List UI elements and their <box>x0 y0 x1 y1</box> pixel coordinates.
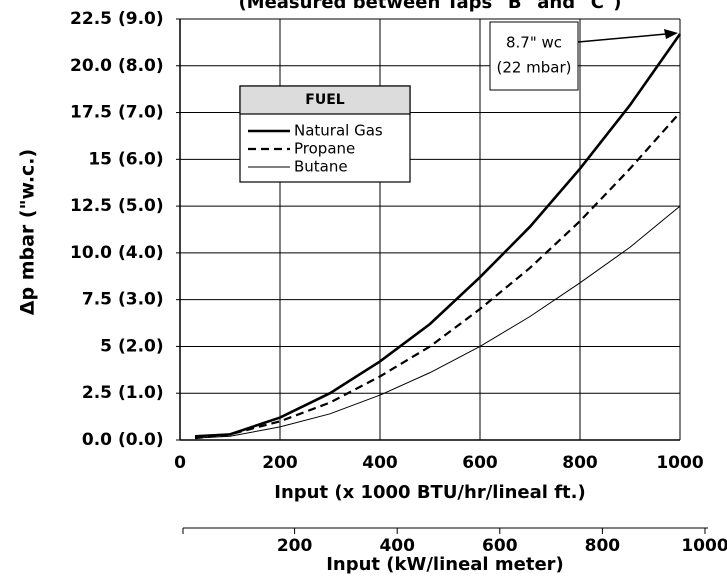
x-tick-label: 600 <box>462 453 498 473</box>
x2-axis-label: Input (kW/lineal meter) <box>326 554 564 575</box>
x-axis-label: Input (x 1000 BTU/hr/lineal ft.) <box>274 482 585 503</box>
annotation-text: (22 mbar) <box>496 59 571 77</box>
y-tick-label: 20.0 <box>70 56 112 76</box>
y-tick-label: 12.5 <box>70 196 112 216</box>
y-tick-label: 17.5 <box>70 103 112 123</box>
x-tick-label: 400 <box>362 453 398 473</box>
y2-tick-label: (8.0) <box>118 56 164 76</box>
y2-tick-label: (7.0) <box>118 103 164 123</box>
y2-tick-label: (3.0) <box>118 290 164 310</box>
legend-title: FUEL <box>305 92 344 108</box>
y-tick-label: 10.0 <box>70 243 112 263</box>
y-axis-label: Δp mbar ("w.c.) <box>17 149 39 315</box>
legend-label: Natural Gas <box>294 122 383 140</box>
y2-tick-label: (6.0) <box>118 149 164 169</box>
legend-header <box>239 85 411 115</box>
series-line <box>194 33 682 438</box>
x-tick-label: 0 <box>174 453 186 473</box>
y-tick-label: 5 <box>100 336 112 356</box>
annotation-arrowhead <box>664 29 678 39</box>
y-tick-label: 2.5 <box>82 383 112 403</box>
chart-title: (Measured between Taps "B" and "C") <box>238 0 621 13</box>
x-tick-label: 1000 <box>656 453 703 473</box>
annotation-text: 8.7" wc <box>506 34 562 52</box>
y2-tick-label: (2.0) <box>118 336 164 356</box>
y2-tick-label: (9.0) <box>118 9 164 29</box>
series-line <box>194 111 681 440</box>
y-tick-label: 7.5 <box>82 290 112 310</box>
x2-tick-label: 600 <box>482 536 518 556</box>
y2-tick-label: (4.0) <box>118 243 164 263</box>
y2-tick-label: (5.0) <box>118 196 164 216</box>
legend-label: Butane <box>294 158 348 176</box>
annotation-box <box>489 21 579 91</box>
x2-tick-label: 200 <box>277 536 313 556</box>
x2-tick-label: 400 <box>379 536 415 556</box>
legend-label: Propane <box>294 140 355 158</box>
series-line <box>194 205 681 439</box>
x2-tick-label: 800 <box>585 536 621 556</box>
x-tick-label: 200 <box>262 453 298 473</box>
x2-tick-label: 1000 <box>681 536 727 556</box>
annotation-arrow <box>577 33 667 43</box>
y-tick-label: 0.0 <box>82 430 112 450</box>
x-tick-label: 800 <box>562 453 598 473</box>
y-tick-label: 22.5 <box>70 9 112 29</box>
y2-tick-label: (1.0) <box>118 383 164 403</box>
y2-tick-label: (0.0) <box>118 430 164 450</box>
y-tick-label: 15 <box>88 149 112 169</box>
